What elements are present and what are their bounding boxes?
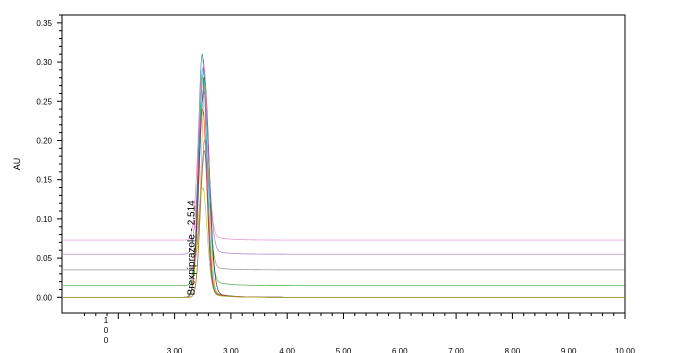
series-line [63,62,625,241]
y-axis-title: AU [12,158,22,171]
plot-area [61,14,626,314]
peak-annotation-label: Brexpiprazole - 2.514 [187,200,198,295]
x-tick-label: 4.00 [279,347,295,353]
x-tick-label: 5.00 [336,347,352,353]
plot-frame [61,14,626,314]
series-line [63,53,625,298]
x-tick-label: 3.00 [223,347,239,353]
series-line [63,187,625,298]
series-line [63,89,625,255]
y-tick-label: 0.05 [36,254,52,263]
x-tick-label: 8.00 [505,347,521,353]
y-axis: 0.00 0.05 0.10 0.15 0.20 0.25 0.30 0.35 [36,14,62,302]
series-line [63,150,625,298]
series-line [63,65,625,286]
series-line [63,139,625,271]
stray-label-char: 0 [104,326,109,335]
series-layer [63,53,625,298]
x-axis-stray-label: 100 [104,316,109,345]
x-axis: 3.00 3.00 4.00 5.00 6.00 7.00 8.00 9.00 10.00 [84,313,636,353]
x-tick-label: 9.00 [561,347,577,353]
y-tick-label: 0.30 [36,58,52,67]
x-tick-label: 3.00 [167,347,183,353]
series-line [63,64,625,298]
x-tick-label: 6.00 [392,347,408,353]
y-tick-label: 0.20 [36,136,52,145]
y-tick-label: 0.15 [36,176,52,185]
y-tick-label: 0.35 [36,19,52,28]
x-tick-label: 10.00 [615,347,636,353]
series-line [63,85,625,298]
series-line [63,76,625,298]
y-tick-label: 0.10 [36,215,52,224]
x-tick-label: 7.00 [448,347,464,353]
stray-label-char: 0 [104,336,109,345]
series-line [63,108,625,298]
y-tick-label: 0.25 [36,97,52,106]
stray-label-char: 1 [104,316,109,325]
y-tick-label: 0.00 [36,293,52,302]
